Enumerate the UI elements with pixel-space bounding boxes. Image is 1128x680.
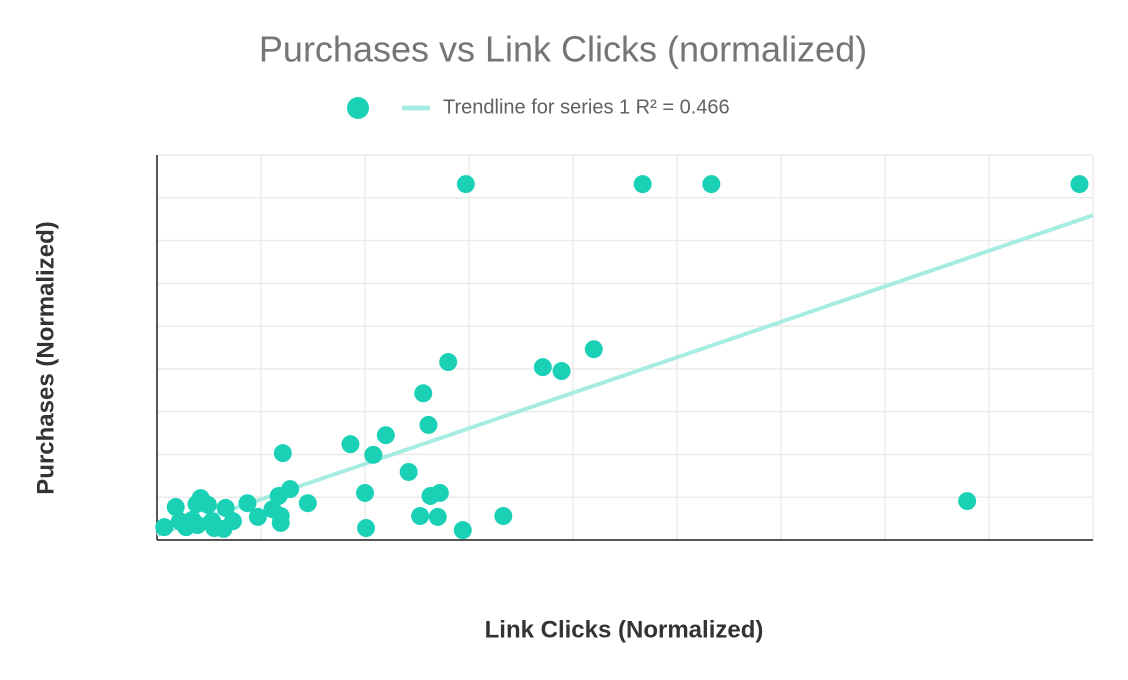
legend-marker: [347, 97, 369, 119]
trendline: [156, 213, 1094, 537]
y-axis-label: Purchases (Normalized): [32, 221, 59, 494]
point: [414, 384, 433, 403]
legend-label: Trendline for series 1 R² = 0.466: [443, 96, 730, 118]
point: [411, 507, 430, 526]
point: [456, 175, 475, 194]
point: [216, 498, 235, 517]
point: [238, 494, 257, 513]
point: [357, 519, 376, 538]
point: [298, 494, 317, 513]
point: [453, 521, 472, 540]
point: [439, 353, 458, 372]
x-axis-label: Link Clicks (Normalized): [485, 616, 764, 643]
point: [273, 444, 292, 463]
point: [1070, 175, 1089, 194]
point: [494, 507, 513, 526]
point: [183, 510, 202, 529]
point: [248, 507, 267, 526]
point: [187, 495, 206, 514]
point: [633, 175, 652, 194]
point: [356, 483, 374, 502]
point: [364, 445, 383, 464]
point: [419, 415, 438, 434]
point: [166, 498, 185, 517]
point: [214, 519, 233, 538]
point: [584, 340, 603, 359]
point: [428, 507, 447, 526]
point: [702, 175, 721, 194]
point: [376, 426, 395, 445]
point: [958, 492, 977, 511]
point: [341, 435, 360, 454]
point: [271, 513, 290, 532]
point: [399, 462, 418, 481]
point: [421, 486, 440, 505]
point: [552, 362, 571, 381]
chart-title: Purchases vs Link Clicks (normalized): [259, 29, 867, 70]
point: [155, 518, 174, 537]
point: [533, 358, 552, 377]
